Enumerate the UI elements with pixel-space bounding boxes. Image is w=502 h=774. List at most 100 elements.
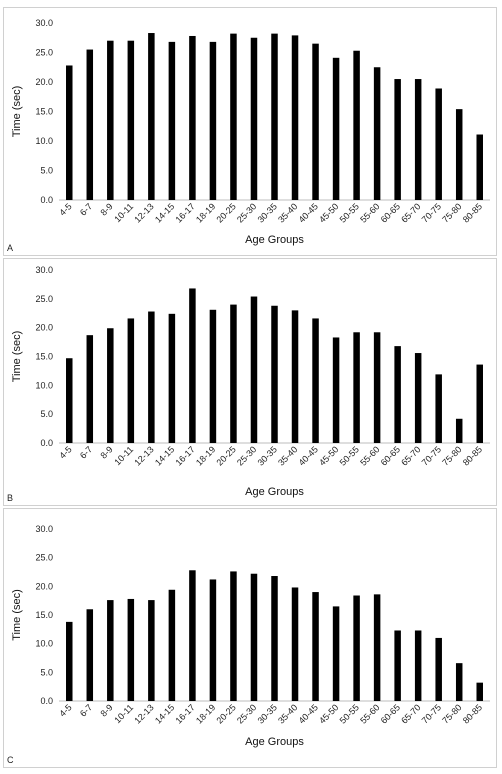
x-tick-label: 45-50: [317, 444, 340, 467]
x-tick-label: 75-80: [440, 444, 463, 467]
bar-chart-c: 0.0 5.0 10.0 15.0 20.0 25.0 30.0 4-5 6-7 8-910-11…: [11, 524, 490, 748]
bar-35-40: [291, 310, 299, 443]
x-tick-label: 20-25: [215, 201, 238, 224]
x-tick-label: 50-55: [338, 444, 361, 467]
y-tick-label: 0.0: [40, 195, 53, 205]
x-tick-label: 55-60: [358, 702, 381, 725]
x-tick-label: 65-70: [399, 444, 422, 467]
x-tick-label: 25-30: [235, 702, 258, 725]
x-tick-label: 45-50: [317, 201, 340, 224]
y-tick-label: 15.0: [35, 107, 53, 117]
bar-20-25: [230, 571, 237, 701]
x-tick-label: 40-45: [297, 702, 320, 725]
x-tick-label: 16-17: [173, 444, 196, 467]
bar-35-40: [291, 587, 299, 701]
bar-55-60: [373, 594, 381, 701]
bar-chart-a: 0.0 5.0 10.0 15.0 20.0 25.0 30.0 4-5 6-7 8-910-11…: [11, 18, 490, 246]
x-tick-label: 55-60: [358, 444, 381, 467]
bar-35-40: [291, 35, 299, 200]
x-tick-label: 8-9: [98, 702, 114, 718]
x-tick-label: 75-80: [440, 201, 463, 224]
bar-14-15: [168, 589, 176, 701]
bar-60-65: [394, 346, 401, 443]
bar-10-11: [127, 598, 135, 701]
x-tick-label: 8-9: [98, 201, 114, 217]
bar-55-60: [373, 332, 381, 443]
bar-70-75: [435, 88, 442, 200]
bar-20-25: [230, 304, 237, 443]
bar-65-70: [414, 79, 422, 200]
x-tick-label: 14-15: [153, 444, 176, 467]
bar-45-50: [332, 606, 340, 701]
y-tick-label: 0.0: [40, 438, 53, 448]
x-tick-label: 18-19: [194, 702, 217, 725]
bar-8-9: [107, 600, 114, 701]
x-tick-label: 60-65: [379, 702, 402, 725]
x-tick-label: 35-40: [276, 444, 299, 467]
bar-30-35: [271, 33, 278, 201]
x-tick-label: 40-45: [297, 201, 320, 224]
bar-chart-b: 0.0 5.0 10.0 15.0 20.0 25.0 30.0 4-5 6-7 8-910-11…: [11, 265, 490, 498]
bar-75-80: [455, 418, 463, 443]
x-tick-label: 14-15: [153, 702, 176, 725]
bar-50-55: [353, 50, 360, 201]
bar-40-45: [312, 592, 319, 701]
x-tick-label: 50-55: [338, 702, 361, 725]
bar-18-19: [209, 309, 217, 443]
y-tick-label: 10.0: [35, 380, 53, 390]
x-tick-label: 20-25: [215, 444, 238, 467]
y-tick-label: 25.0: [35, 294, 53, 304]
x-tick-label: 10-11: [112, 444, 135, 467]
bar-4-5: [66, 621, 73, 701]
x-tick-label: 18-19: [194, 201, 217, 224]
bar-80-85: [476, 134, 483, 200]
x-tick-label: 4-5: [57, 444, 73, 460]
y-tick-label: 0.0: [40, 696, 53, 706]
bar-65-70: [414, 353, 422, 443]
x-tick-label: 50-55: [338, 201, 361, 224]
x-tick-label: 14-15: [153, 201, 176, 224]
x-tick-label: 20-25: [215, 702, 238, 725]
x-tick-label: 12-13: [132, 444, 155, 467]
bar-8-9: [107, 328, 114, 443]
y-axis-title: Time (sec): [11, 331, 23, 383]
y-tick-label: 20.0: [35, 77, 53, 87]
bar-16-17: [189, 288, 196, 443]
y-axis-title: Time (sec): [11, 589, 23, 641]
bar-75-80: [455, 663, 463, 701]
x-tick-label: 12-13: [132, 201, 155, 224]
x-tick-label: 70-75: [420, 201, 443, 224]
y-axis-title: Time (sec): [11, 86, 23, 138]
x-tick-label: 10-11: [112, 702, 135, 725]
x-tick-label: 18-19: [194, 444, 217, 467]
y-tick-label: 30.0: [35, 265, 53, 275]
x-tick-label: 40-45: [297, 444, 320, 467]
x-tick-label: 80-85: [461, 702, 484, 725]
bar-10-11: [127, 318, 135, 443]
bar-20-25: [230, 33, 237, 201]
x-tick-label: 16-17: [173, 201, 196, 224]
x-axis-title: Age Groups: [245, 486, 304, 498]
chart-panel-b: 0.0 5.0 10.0 15.0 20.0 25.0 30.0 4-5 6-7 8-9 10-11…: [3, 258, 497, 506]
x-tick-label: 80-85: [461, 201, 484, 224]
bar-60-65: [394, 79, 401, 200]
x-tick-label: 45-50: [317, 702, 340, 725]
panel-label-b: B: [7, 493, 14, 503]
x-axis-title: Age Groups: [245, 736, 304, 748]
x-tick-label: 35-40: [276, 702, 299, 725]
bar-55-60: [373, 67, 381, 200]
bar-40-45: [312, 43, 319, 201]
bar-45-50: [332, 337, 340, 443]
bar-18-19: [209, 579, 217, 701]
x-tick-label: 6-7: [78, 201, 94, 217]
y-tick-label: 5.0: [40, 166, 53, 176]
bar-6-7: [86, 49, 94, 200]
y-tick-label: 10.0: [35, 639, 53, 649]
bar-80-85: [476, 682, 483, 701]
x-tick-label: 12-13: [132, 702, 155, 725]
x-tick-label: 65-70: [399, 702, 422, 725]
bar-75-80: [455, 109, 463, 200]
bar-25-30: [250, 573, 258, 701]
bar-16-17: [189, 570, 196, 701]
chart-panel-a: 0.0 5.0 10.0 15.0 20.0 25.0 30.0 4-5 6-7 8-9 10-11…: [3, 7, 497, 256]
